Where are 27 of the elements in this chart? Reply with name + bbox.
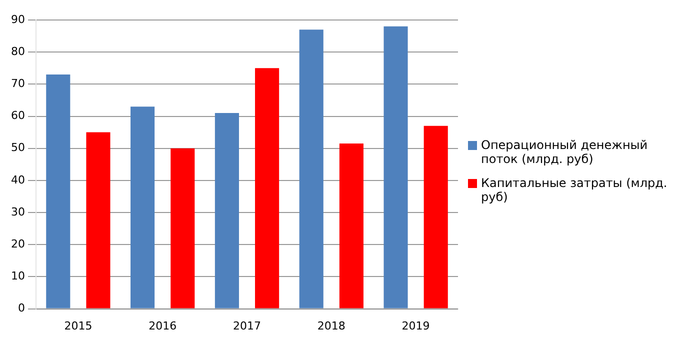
bar <box>214 113 239 308</box>
bar <box>130 106 155 308</box>
bar <box>170 148 195 308</box>
bar <box>384 26 408 308</box>
x-tick-label: 2019 <box>402 319 430 332</box>
y-tick-label: 20 <box>10 237 25 250</box>
y-tick-label: 50 <box>10 141 25 154</box>
bar <box>255 68 280 308</box>
bar <box>46 74 70 308</box>
y-tick-label: 40 <box>10 173 25 186</box>
y-tick-label: 0 <box>18 302 25 315</box>
y-tick-label: 10 <box>10 270 25 283</box>
y-tick-label: 60 <box>10 109 25 122</box>
x-tick-label: 2017 <box>233 319 261 332</box>
x-tick-label: 2016 <box>148 319 177 332</box>
y-tick-label: 80 <box>10 44 25 58</box>
y-tick-label: 90 <box>10 12 25 26</box>
bar <box>424 126 448 308</box>
y-tick-label: 30 <box>10 205 25 218</box>
x-tick-label: 2018 <box>317 319 346 332</box>
bar <box>339 144 364 308</box>
bar <box>299 30 324 308</box>
x-tick-label: 2015 <box>64 319 92 332</box>
bar <box>86 132 110 308</box>
y-tick-label: 70 <box>10 77 25 90</box>
legend-label: Операционный денежный поток (млрд. руб) <box>481 138 649 166</box>
legend-label: Капитальные затраты (млрд. руб) <box>481 176 668 204</box>
